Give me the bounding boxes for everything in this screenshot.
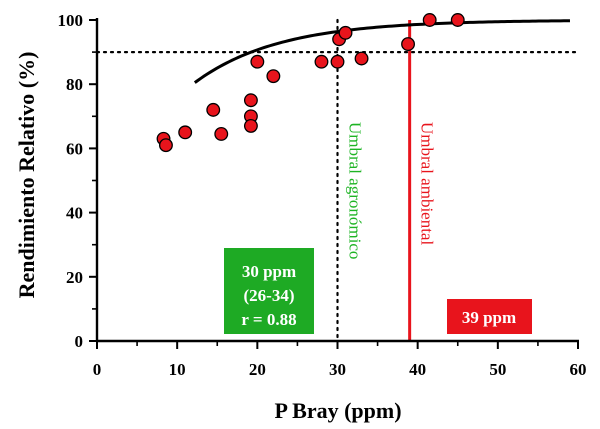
x-tick-label-4: 40 [409, 360, 426, 379]
reference-lines: Umbral agronómico Umbral ambiental [95, 18, 580, 343]
data-point-10 [314, 54, 329, 69]
data-point-4 [214, 127, 229, 141]
data-point-11 [330, 54, 345, 69]
data-point-14 [354, 51, 369, 66]
y-tick-label-4: 80 [66, 75, 83, 94]
data-points [156, 13, 465, 153]
fit-curve-group [193, 19, 570, 84]
y-axis-title: Rendimiento Relativo (%) [14, 52, 39, 299]
x-tick-label-3: 30 [329, 360, 346, 379]
x-tick-label-6: 60 [570, 360, 587, 379]
y-tick-label-0: 0 [75, 332, 84, 351]
threshold-label-0: Umbral agronómico [346, 122, 365, 259]
data-point-1 [158, 138, 173, 153]
x-tick-label-2: 20 [249, 360, 266, 379]
fit-curve [193, 19, 570, 84]
x-tick-label-0: 0 [93, 360, 102, 379]
x-axis-title: P Bray (ppm) [274, 398, 401, 423]
annotation-box-0-line-2: r = 0.88 [241, 310, 296, 329]
threshold-label-1: Umbral ambiental [418, 122, 437, 245]
data-point-2 [178, 125, 193, 140]
y-tick-label-1: 20 [66, 268, 83, 287]
data-point-8 [250, 54, 265, 69]
data-point-15 [401, 37, 415, 52]
data-point-9 [266, 69, 281, 84]
x-tick-label-5: 50 [489, 360, 506, 379]
annotation-box-0-line-0: 30 ppm [242, 262, 296, 281]
annotation-box-1-line-0: 39 ppm [462, 308, 516, 327]
data-point-17 [450, 13, 465, 27]
annotation-box-0 [224, 248, 314, 334]
axis-labels: P Bray (ppm) Rendimiento Relativo (%) [14, 52, 402, 423]
annotation-box-0-line-1: (26-34) [244, 286, 295, 305]
y-tick-label-3: 60 [66, 139, 83, 158]
data-point-3 [206, 102, 221, 117]
data-point-13 [338, 25, 353, 40]
annotation-box-1 [447, 299, 532, 334]
data-point-16 [422, 13, 437, 27]
data-point-7 [243, 118, 258, 133]
y-tick-label-2: 40 [66, 204, 83, 223]
y-tick-label-5: 100 [58, 11, 84, 30]
data-point-5 [243, 93, 258, 108]
x-tick-label-1: 10 [169, 360, 186, 379]
axes: 0 10 20 30 40 50 60 0 20 40 60 80 100 [58, 11, 587, 379]
annotation-boxes: 30 ppm (26-34) r = 0.88 39 ppm [224, 248, 532, 334]
